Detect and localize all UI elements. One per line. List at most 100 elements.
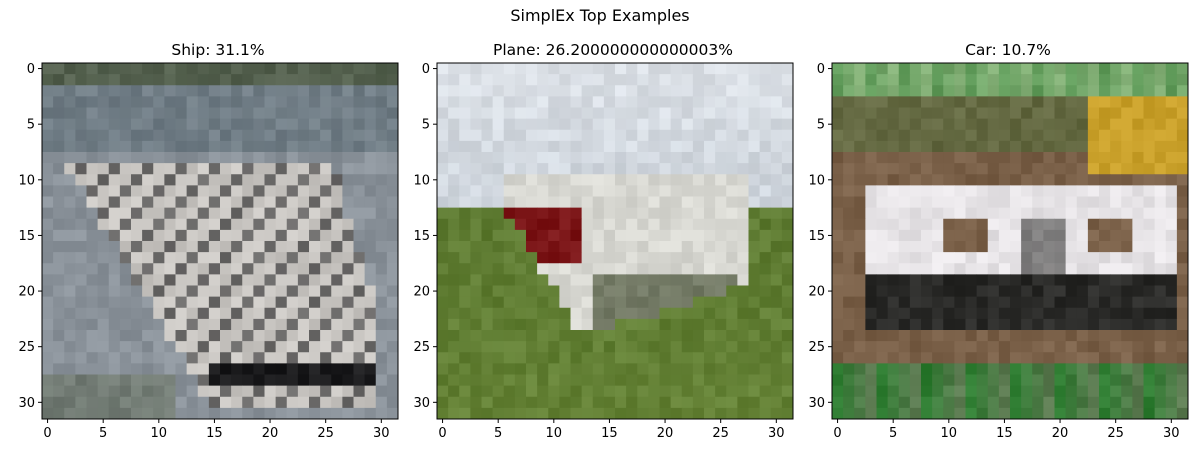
image-pixel [615,274,627,286]
image-pixel [759,129,772,142]
image-pixel [197,74,210,86]
image-pixel [965,163,978,175]
image-pixel [976,107,989,120]
image-pixel [1065,196,1078,209]
image-pixel [503,241,516,253]
image-pixel [164,129,176,142]
image-pixel [887,363,900,375]
image-pixel [131,285,143,298]
image-pixel [965,207,978,220]
image-pixel [704,407,716,420]
image-pixel [659,307,672,320]
image-pixel [264,396,277,409]
image-pixel [1032,107,1044,120]
image-pixel [909,229,922,242]
image-pixel [131,363,143,375]
image-pixel [75,396,87,409]
image-pixel [921,363,933,375]
image-pixel [854,241,866,253]
image-pixel [615,318,627,331]
image-pixel [603,296,616,309]
image-pixel [843,307,855,320]
y-tick-label: 10 [18,173,35,188]
image-pixel [364,274,377,286]
image-pixel [570,96,583,108]
image-pixel [1054,385,1067,398]
image-pixel [437,118,449,131]
image-pixel [459,385,471,398]
image-pixel [492,241,505,253]
image-pixel [921,218,933,231]
image-pixel [637,229,649,242]
image-pixel [1076,229,1089,242]
image-pixel [108,185,121,197]
image-pixel [854,318,866,331]
image-pixel [603,163,616,175]
image-pixel [715,163,727,175]
image-pixel [481,363,494,375]
image-pixel [898,252,911,264]
image-pixel [75,341,87,353]
image-pixel [1121,207,1133,220]
image-pixel [108,274,121,286]
image-pixel [1165,185,1178,197]
image-pixel [42,396,54,409]
image-pixel [715,318,727,331]
image-pixel [726,163,738,175]
x-tick-label: 25 [712,426,729,441]
image-pixel [737,274,749,286]
image-pixel [865,218,877,231]
image-pixel [1054,285,1067,298]
image-pixel [526,318,538,331]
image-pixel [770,118,783,131]
image-pixel [526,363,538,375]
image-pixel [615,352,627,364]
image-pixel [781,252,794,264]
image-pixel [692,285,705,298]
image-pixel [1054,296,1067,309]
image-pixel [470,163,482,175]
image-pixel [1121,96,1133,108]
image-pixel [843,385,855,398]
image-pixel [887,174,900,186]
image-pixel [681,96,694,108]
image-pixel [998,363,1011,375]
image-pixel [297,218,310,231]
image-pixel [715,241,727,253]
image-pixel [876,85,889,97]
image-pixel [514,196,527,209]
image-pixel [1099,196,1111,209]
image-pixel [1021,140,1033,153]
image-pixel [1043,330,1055,342]
image-pixel [42,330,54,342]
image-pixel [208,352,221,364]
image-pixel [887,263,900,275]
image-pixel [492,307,505,320]
image-pixel [197,118,210,131]
image-pixel [887,85,900,97]
image-pixel [976,63,989,75]
image-pixel [637,241,649,253]
image-pixel [943,207,955,220]
image-pixel [253,241,265,253]
image-pixel [86,352,99,364]
image-pixel [175,307,188,320]
image-pixel [921,307,933,320]
image-pixel [175,185,188,197]
image-pixel [781,207,794,220]
image-pixel [42,107,54,120]
image-pixel [1143,263,1156,275]
image-pixel [559,229,571,242]
image-pixel [887,374,900,387]
image-pixel [592,330,605,342]
image-pixel [459,163,471,175]
image-pixel [142,296,154,309]
image-pixel [1032,252,1044,264]
image-pixel [242,63,254,75]
image-pixel [1054,74,1067,86]
image-pixel [297,174,310,186]
image-pixel [887,252,900,264]
image-pixel [976,363,989,375]
image-pixel [832,163,844,175]
image-pixel [976,274,989,286]
